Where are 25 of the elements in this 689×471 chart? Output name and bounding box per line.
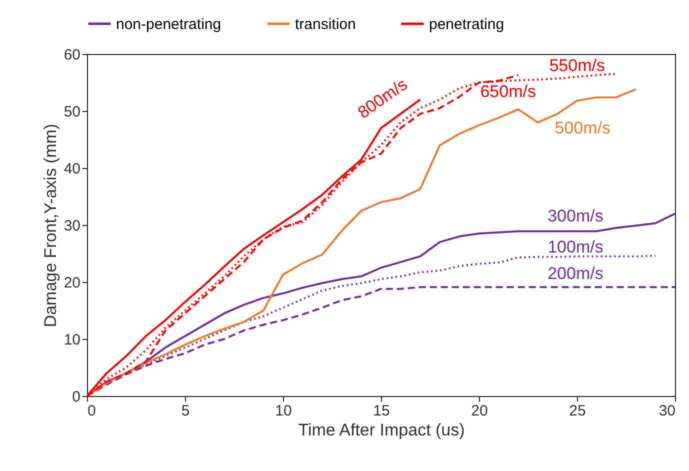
x-tick-label: 25 bbox=[569, 402, 586, 420]
series-label: 500m/s bbox=[554, 118, 611, 138]
text: non-penetrating bbox=[116, 16, 222, 33]
series-label: 200m/s bbox=[548, 264, 604, 284]
y-tick-label: 20 bbox=[64, 274, 80, 292]
x-tick-label: 15 bbox=[373, 402, 390, 420]
x-tick-label: 30 bbox=[658, 402, 676, 420]
y-axis-title: Damage Front,Y-axis (mm) bbox=[40, 124, 60, 328]
series-label: 300m/s bbox=[548, 206, 604, 226]
series-label: 100m/s bbox=[548, 237, 604, 256]
y-tick-label: 30 bbox=[64, 218, 80, 234]
x-tick-label: 10 bbox=[275, 402, 292, 420]
series-label: 650m/s bbox=[480, 82, 536, 102]
y-tick-label: 0 bbox=[72, 388, 80, 406]
x-tick-label: 20 bbox=[471, 402, 488, 420]
y-tick-label: 50 bbox=[64, 104, 80, 120]
x-tick-label: 5 bbox=[181, 402, 190, 420]
series-label: 550m/s bbox=[549, 56, 605, 75]
x-tick-label: 0 bbox=[88, 402, 96, 420]
text: penetrating bbox=[429, 16, 504, 33]
y-tick-label: 40 bbox=[64, 160, 80, 178]
x-axis-title: Time After Impact (us) bbox=[298, 420, 465, 440]
y-tick-label: 60 bbox=[64, 46, 80, 64]
text: transition bbox=[295, 16, 356, 33]
y-tick-label: 10 bbox=[64, 332, 80, 348]
